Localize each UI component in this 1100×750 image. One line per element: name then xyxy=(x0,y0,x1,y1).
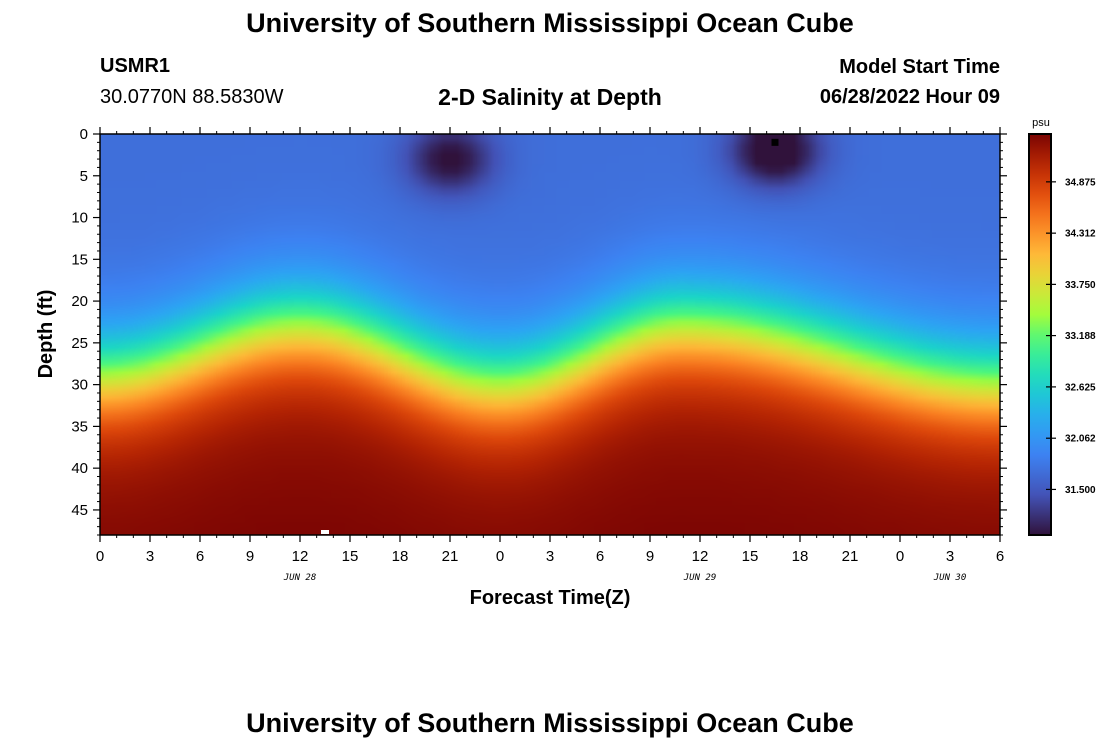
x-axis-label: Forecast Time(Z) xyxy=(470,587,631,609)
x-tick-label: 18 xyxy=(392,548,409,565)
colorbar-unit: psu xyxy=(1032,117,1050,129)
model-start-value: 06/28/2022 Hour 09 xyxy=(819,86,1000,108)
x-tick-label: 0 xyxy=(96,548,104,565)
x-tick-label: 15 xyxy=(342,548,359,565)
chart-markers xyxy=(321,138,779,534)
y-tick-label: 35 xyxy=(71,418,88,435)
marker-white-square xyxy=(321,530,329,534)
x-tick-label: 9 xyxy=(646,548,654,565)
x-tick-label: 9 xyxy=(246,548,254,565)
y-axis: 0 5 10 15 20 25 30 35 40 45 xyxy=(71,126,1007,536)
x-tick-label: 3 xyxy=(546,548,554,565)
y-tick-label: 30 xyxy=(71,377,88,394)
footer-title: University of Southern Mississippi Ocean… xyxy=(246,708,854,738)
x-tick-label: 6 xyxy=(196,548,204,565)
model-start-label: Model Start Time xyxy=(839,56,1000,78)
station-coordinates: 30.0770N 88.5830W xyxy=(100,86,284,108)
x-tick-label: 12 xyxy=(692,548,709,565)
chart-subtitle: 2-D Salinity at Depth xyxy=(438,84,662,110)
colorbar-tick-label: 33.750 xyxy=(1065,280,1096,291)
x-axis: 0 3 6 9 12 15 18 21 0 3 6 9 12 15 18 21 0 3 6 JUN 28 JUN 29 J… xyxy=(96,127,1004,583)
colorbar-tick-label: 31.500 xyxy=(1065,485,1096,496)
y-tick-label: 5 xyxy=(80,168,88,185)
x-tick-label: 12 xyxy=(292,548,309,565)
x-tick-label: 15 xyxy=(742,548,759,565)
date-label: JUN 29 xyxy=(683,573,717,583)
y-tick-label: 15 xyxy=(71,251,88,268)
colorbar-tick-label: 33.188 xyxy=(1065,331,1096,342)
x-tick-label: 6 xyxy=(596,548,604,565)
colorbar: psu 31.500 32.062 32.625 33.188 33.750 34.312… xyxy=(1028,117,1096,536)
x-tick-label: 3 xyxy=(946,548,954,565)
y-tick-label: 40 xyxy=(71,460,88,477)
x-tick-label: 0 xyxy=(896,548,904,565)
x-tick-label: 21 xyxy=(442,548,459,565)
x-tick-label: 0 xyxy=(496,548,504,565)
colorbar-tick-label: 32.062 xyxy=(1065,434,1096,445)
colorbar-bar xyxy=(1028,133,1052,536)
y-tick-label: 45 xyxy=(71,502,88,519)
colorbar-tick-label: 34.312 xyxy=(1065,229,1096,240)
date-label: JUN 28 xyxy=(283,573,317,583)
y-tick-label: 20 xyxy=(71,293,88,310)
x-tick-label: 21 xyxy=(842,548,859,565)
y-axis-label: Depth (ft) xyxy=(35,290,57,379)
heatmap-image xyxy=(100,134,1000,535)
page-title: University of Southern Mississippi Ocean… xyxy=(246,8,854,38)
marker-black-square xyxy=(771,138,779,146)
x-tick-label: 3 xyxy=(146,548,154,565)
y-tick-label: 10 xyxy=(71,210,88,227)
colorbar-tick-label: 34.875 xyxy=(1065,177,1096,188)
y-tick-label: 0 xyxy=(80,126,88,143)
station-id: USMR1 xyxy=(100,55,171,77)
y-tick-label: 25 xyxy=(71,335,88,352)
date-label: JUN 30 xyxy=(933,573,967,583)
x-tick-label: 18 xyxy=(792,548,809,565)
x-tick-label: 6 xyxy=(996,548,1004,565)
colorbar-tick-label: 32.625 xyxy=(1065,382,1096,393)
